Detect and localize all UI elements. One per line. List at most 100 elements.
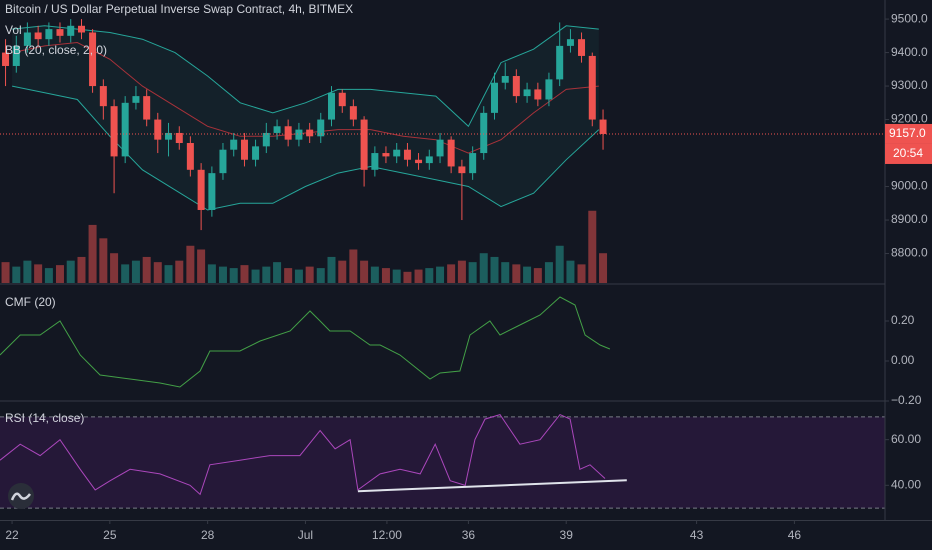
indicator-line xyxy=(0,413,606,496)
volume-bar xyxy=(240,265,249,283)
volume-bar xyxy=(34,264,43,283)
volume-bar xyxy=(284,268,293,283)
volume-bar xyxy=(425,268,434,283)
volume-bar xyxy=(251,269,260,283)
candle-body xyxy=(186,143,194,170)
bb-lower xyxy=(11,85,600,211)
y-tick-label: 9400.0 xyxy=(891,45,928,59)
y-tick-label: −0.20 xyxy=(891,393,922,407)
candle-body xyxy=(566,39,574,46)
volume-bar xyxy=(12,266,21,283)
volume-bar xyxy=(1,262,10,283)
volume-bar xyxy=(164,265,173,283)
rsi-legend: RSI (14, close) xyxy=(5,411,84,425)
axes: 9500.0 9400.0 9300.0 9200.0 9000.0 8900.0 8800… xyxy=(5,11,928,542)
last-price-label: 9157.0 xyxy=(889,126,926,140)
candle-body xyxy=(458,166,466,174)
volume-bar xyxy=(566,260,575,283)
bb-upper xyxy=(12,25,599,128)
volume-bar xyxy=(131,260,140,283)
candle-body xyxy=(23,32,31,46)
candle-body xyxy=(12,45,20,66)
x-tick-label: 46 xyxy=(788,528,802,542)
volume-bar xyxy=(273,262,282,283)
candle-body xyxy=(501,76,509,83)
logo xyxy=(8,483,34,509)
volume-bar xyxy=(327,256,336,283)
candle-body xyxy=(197,169,205,210)
volume-bar xyxy=(77,256,86,283)
y-tick-label: 40.00 xyxy=(891,477,921,491)
volume-bar xyxy=(262,266,271,283)
candle-body xyxy=(306,129,314,137)
volume-bar xyxy=(305,266,314,283)
volume-bar xyxy=(403,271,412,283)
x-tick-label: 25 xyxy=(103,528,117,542)
candle-body xyxy=(132,96,140,103)
volume-bar xyxy=(447,264,456,283)
candle-body xyxy=(45,29,53,40)
volume-bar xyxy=(316,268,325,283)
volume-bar xyxy=(436,266,445,283)
candle-body xyxy=(99,86,107,107)
candle-body xyxy=(447,139,455,167)
volume-bar xyxy=(197,249,206,283)
candle-body xyxy=(403,149,411,160)
y-tick-label: 8900.0 xyxy=(891,212,928,226)
candle-body xyxy=(512,76,520,97)
volume-bar xyxy=(544,262,553,283)
countdown-box xyxy=(885,143,932,164)
candle-body xyxy=(599,119,607,134)
volume-bar xyxy=(490,256,499,283)
candle-body xyxy=(360,119,368,170)
volume-bar xyxy=(55,265,64,283)
candle-body xyxy=(219,149,227,174)
volume-bar xyxy=(142,256,151,283)
volume-bar xyxy=(175,260,184,283)
volume-bar xyxy=(229,268,238,283)
candle-body xyxy=(534,89,542,100)
candle-body xyxy=(262,132,270,147)
countdown-label: 20:54 xyxy=(893,146,923,160)
candle-body xyxy=(371,153,379,170)
volume-bar xyxy=(23,260,32,283)
x-tick-label: 36 xyxy=(462,528,476,542)
candle-body xyxy=(240,139,248,160)
volume-bar xyxy=(588,210,597,283)
volume-bar xyxy=(66,260,75,283)
candle-body xyxy=(89,32,97,87)
volume-bar xyxy=(186,245,195,283)
price-axis-bg xyxy=(885,0,932,550)
candle-body xyxy=(338,92,346,107)
candle-body xyxy=(523,89,531,97)
volume-bar xyxy=(457,260,466,283)
volume-bar xyxy=(153,262,162,283)
y-tick-label: 9200.0 xyxy=(891,112,928,126)
volume-bar xyxy=(99,238,108,283)
volume-bar xyxy=(370,266,379,283)
volume-bar xyxy=(110,253,119,283)
y-tick-label: 9300.0 xyxy=(891,78,928,92)
y-tick-label: 0.20 xyxy=(891,313,915,327)
y-tick-label: 60.00 xyxy=(891,432,921,446)
volume-bar xyxy=(88,224,97,283)
indicator-line xyxy=(0,296,611,388)
candle-body xyxy=(230,139,238,150)
volume-bar xyxy=(512,264,521,283)
volume-bar xyxy=(381,268,390,283)
candle-body xyxy=(175,132,183,144)
volume-bar xyxy=(523,266,532,283)
volume-bar xyxy=(414,269,423,283)
candle-body xyxy=(490,82,498,113)
candle-body xyxy=(393,149,401,157)
volume-bar xyxy=(349,249,358,283)
y-tick-label: 9000.0 xyxy=(891,179,928,193)
volume-bar xyxy=(218,266,227,283)
volume-legend: Vol xyxy=(5,23,22,37)
candle-body xyxy=(77,25,85,33)
candle-body xyxy=(252,146,260,160)
candle-body xyxy=(34,32,42,40)
volume-bar xyxy=(533,268,542,283)
candle-body xyxy=(545,79,553,100)
volume-bar xyxy=(360,260,369,283)
